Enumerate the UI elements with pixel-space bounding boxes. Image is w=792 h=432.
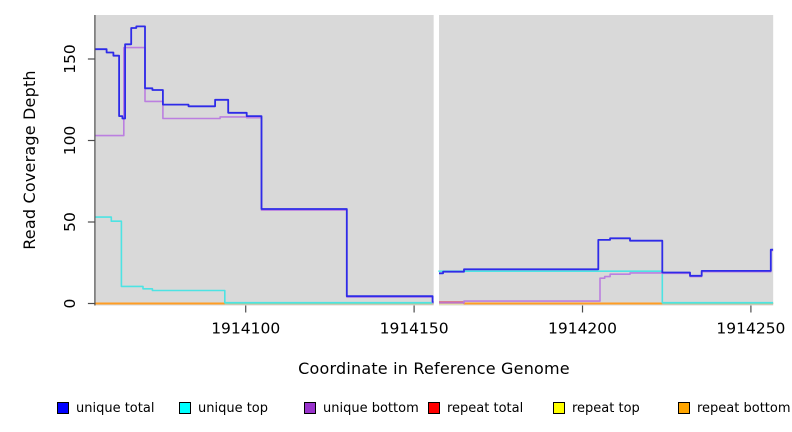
unique-total-swatch-icon — [57, 402, 69, 414]
y-tick-label: 50 — [61, 212, 79, 232]
legend-label: unique top — [198, 400, 269, 416]
repeat-bottom-swatch-icon — [678, 402, 690, 414]
y-tick-label: 100 — [61, 126, 79, 156]
series-unique-total — [439, 237, 774, 277]
legend-item-repeat-top: repeat top — [553, 400, 640, 416]
y-tick-label: 0 — [61, 299, 79, 309]
coverage-gap — [433, 15, 440, 306]
legend-label: repeat bottom — [697, 400, 791, 416]
x-tick-label: 1914200 — [548, 320, 617, 338]
repeat-top-swatch-icon — [553, 402, 565, 414]
legend-item-repeat-bottom: repeat bottom — [678, 400, 791, 416]
series-unique-top — [95, 216, 434, 304]
legend-label: unique total — [76, 400, 155, 416]
unique-bottom-swatch-icon — [304, 402, 316, 414]
x-tick-label: 1914150 — [380, 320, 449, 338]
x-tick-label: 1914250 — [716, 320, 785, 338]
y-axis-title: Read Coverage Depth — [20, 70, 39, 250]
series-unique-total — [95, 25, 434, 303]
legend-label: repeat top — [572, 400, 640, 416]
x-axis-title: Coordinate in Reference Genome — [298, 359, 570, 378]
unique-top-swatch-icon — [179, 402, 191, 414]
x-tick-label: 1914100 — [211, 320, 280, 338]
legend-item-unique-bottom: unique bottom — [304, 400, 419, 416]
legend-label: repeat total — [447, 400, 524, 416]
repeat-total-swatch-icon — [428, 402, 440, 414]
legend-item-repeat-total: repeat total — [428, 400, 523, 416]
y-tick-label: 150 — [61, 44, 79, 74]
legend-item-unique-total: unique total — [57, 400, 154, 416]
legend-label: unique bottom — [323, 400, 419, 416]
legend-item-unique-top: unique top — [179, 400, 268, 416]
